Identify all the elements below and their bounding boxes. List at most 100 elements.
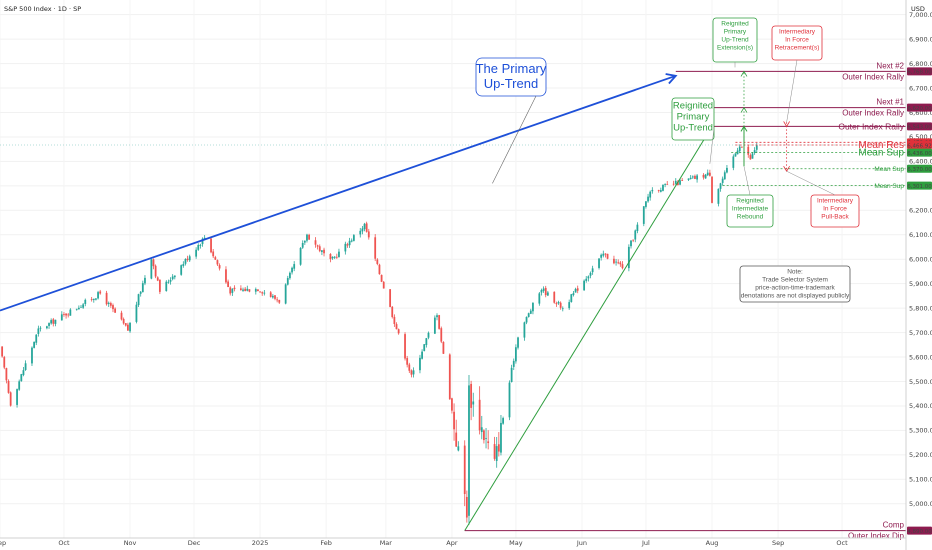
retracement-arrowhead [783,121,790,128]
candle-body [508,382,511,418]
candle-body [598,258,600,268]
candle-body [301,243,304,248]
reignited-rebound-label-line: Intermediate [732,206,769,213]
candle-body [395,324,398,330]
candle-body [318,246,321,252]
candle-body [451,398,453,411]
candle-body [468,385,470,516]
price-badge-text-oir: 6,543.00 [907,125,932,131]
candle-body [591,268,594,273]
candle-body [585,278,588,281]
x-tick-label: Feb [320,539,332,547]
candle-body [542,288,545,291]
y-tick-label: 5,600.00 [909,353,932,361]
candle-body [510,367,513,383]
primary-uptrend-line[interactable] [0,74,677,312]
candle-body [500,422,502,453]
y-tick-label: 5,400.00 [909,402,932,410]
candle-body [677,181,679,185]
candle-body [269,292,272,297]
time-axis[interactable]: Sep Oct Nov Dec 2025 Feb Mar Apr May Jun Jul Aug Sep… [0,537,906,547]
candle-body [173,275,176,278]
candle-body [433,317,436,334]
candle-body [546,292,549,296]
candle-body [561,308,564,310]
x-tick-label: Sep [0,539,6,547]
candle-body [338,251,340,257]
price-badge-next2 [907,67,932,76]
candle-body [485,438,487,439]
price-badge-text-next1: 6,620.00 [907,106,932,112]
candle-body [254,289,257,292]
candle-body [691,176,694,178]
intermediary-retracement-label-line: Retracement(s) [775,45,820,52]
candle-body [31,347,33,364]
candle-body [20,374,23,382]
candle-body [568,302,571,309]
candle-body [694,175,696,179]
candle-body [350,240,353,242]
candle-body [218,265,221,269]
candle-body [257,289,259,292]
candle-body [22,370,25,376]
candle-body [188,256,191,261]
candle-body [248,289,251,292]
candle-body [410,370,413,375]
candle-body [634,230,637,240]
y-tick-label: 5,900.00 [909,280,932,288]
candle-body [636,224,639,232]
candle-body [16,389,18,405]
candle-body [276,299,279,301]
candle-body [7,380,10,393]
x-tick-label: 2025 [252,539,269,547]
level-label-oir: Outer Index Rally [838,121,904,131]
candle-body [69,309,72,316]
price-badge-oir [907,122,932,131]
price-axis[interactable]: USD 7,000.00 6,900.00 6,800.00 6,700.00 6,60… [905,0,932,550]
candle-body [195,249,198,257]
candle-body [453,411,455,430]
candle-body [487,441,490,444]
candle-body [448,354,451,400]
candle-body [649,191,652,198]
price-badge-text-mean_sup1: 6,436.00 [907,151,932,157]
candle-body [156,277,159,281]
candle-body [261,292,264,294]
candle-body [346,244,349,246]
candle-body [158,279,161,292]
candle-body [306,234,308,241]
x-tick-label: Jun [576,539,587,547]
candle-body [438,315,441,329]
candle-body [291,267,293,273]
candle-body [572,293,575,296]
candle-body [525,316,528,323]
candle-body [647,196,649,202]
price-badge-comp [907,526,932,535]
candle-body [389,289,392,307]
reignited-trend-label-line: Up-Trend [673,123,713,134]
candle-body [271,295,274,298]
candle-body [199,244,202,246]
candle-body [329,253,332,260]
candle-body [674,180,677,184]
candle-body [419,357,421,371]
candle-body [382,281,385,289]
x-tick-label: Dec [188,539,201,547]
candle-body [278,299,281,303]
candle-body [723,172,726,180]
candle-body [216,260,219,265]
note-label-line: Note: [787,269,803,276]
x-tick-label: Jul [641,539,650,547]
candle-body [95,298,97,300]
candle-body [749,155,752,160]
candle-body [239,288,242,290]
candle-body [587,276,590,279]
candle-body [751,153,754,159]
candle-body [615,261,617,263]
candle-body [9,392,12,406]
candle-body [92,298,95,301]
candle-body [613,258,615,264]
candle-body [755,145,758,150]
rebound-arrowhead [740,125,748,132]
